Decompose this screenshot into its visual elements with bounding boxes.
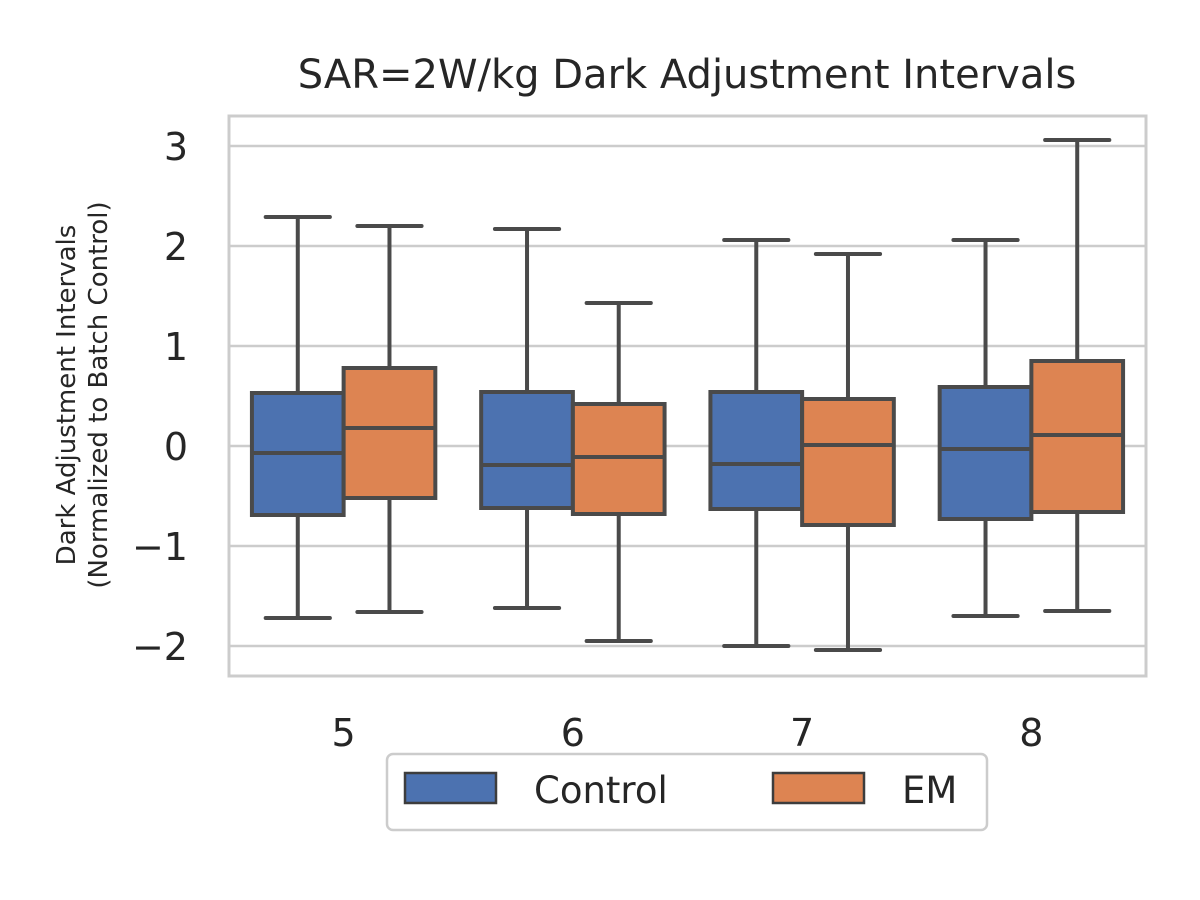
legend-swatch-em (771, 771, 866, 805)
y-axis-label-line2: (Normalized to Batch Control) (84, 201, 114, 588)
boxes (249, 138, 1126, 652)
box-body (937, 385, 1034, 521)
x-tick-label: 5 (332, 711, 356, 755)
box-em-5 (341, 224, 438, 614)
legend-swatch-control (403, 771, 498, 805)
y-tick-label: 2 (164, 225, 188, 269)
box-body (479, 390, 575, 510)
x-tick-labels: 5 6 7 8 (332, 711, 1044, 755)
y-tick-labels: 3 2 1 0 −1 −2 (132, 125, 188, 669)
y-tick-label: 1 (164, 325, 188, 369)
box-control-8 (937, 238, 1034, 618)
y-tick-label: −1 (132, 525, 188, 569)
box-control-6 (479, 227, 575, 610)
legend-label-em: EM (902, 769, 957, 812)
box-em-8 (1029, 138, 1126, 613)
box-body (800, 397, 896, 527)
box-control-5 (249, 215, 346, 620)
box-em-7 (800, 252, 896, 652)
box-body (708, 390, 805, 511)
chart-title: SAR=2W/kg Dark Adjustment Intervals (298, 52, 1077, 98)
y-tick-label: −2 (132, 625, 188, 669)
x-tick-label: 8 (1019, 711, 1043, 755)
legend-label-control: Control (534, 769, 668, 812)
y-tick-label: 3 (164, 125, 188, 169)
x-tick-label: 6 (561, 711, 585, 755)
box-body (341, 366, 438, 500)
x-tick-label: 7 (790, 711, 814, 755)
y-tick-label: 0 (164, 425, 188, 469)
legend: Control EM (385, 752, 989, 832)
y-axis-label: Dark Adjustment Intervals (Normalized to… (52, 201, 114, 588)
box-control-7 (708, 238, 805, 648)
box-em-6 (570, 301, 667, 643)
y-axis-label-line1: Dark Adjustment Intervals (52, 225, 82, 566)
plot-frame (227, 114, 1148, 678)
